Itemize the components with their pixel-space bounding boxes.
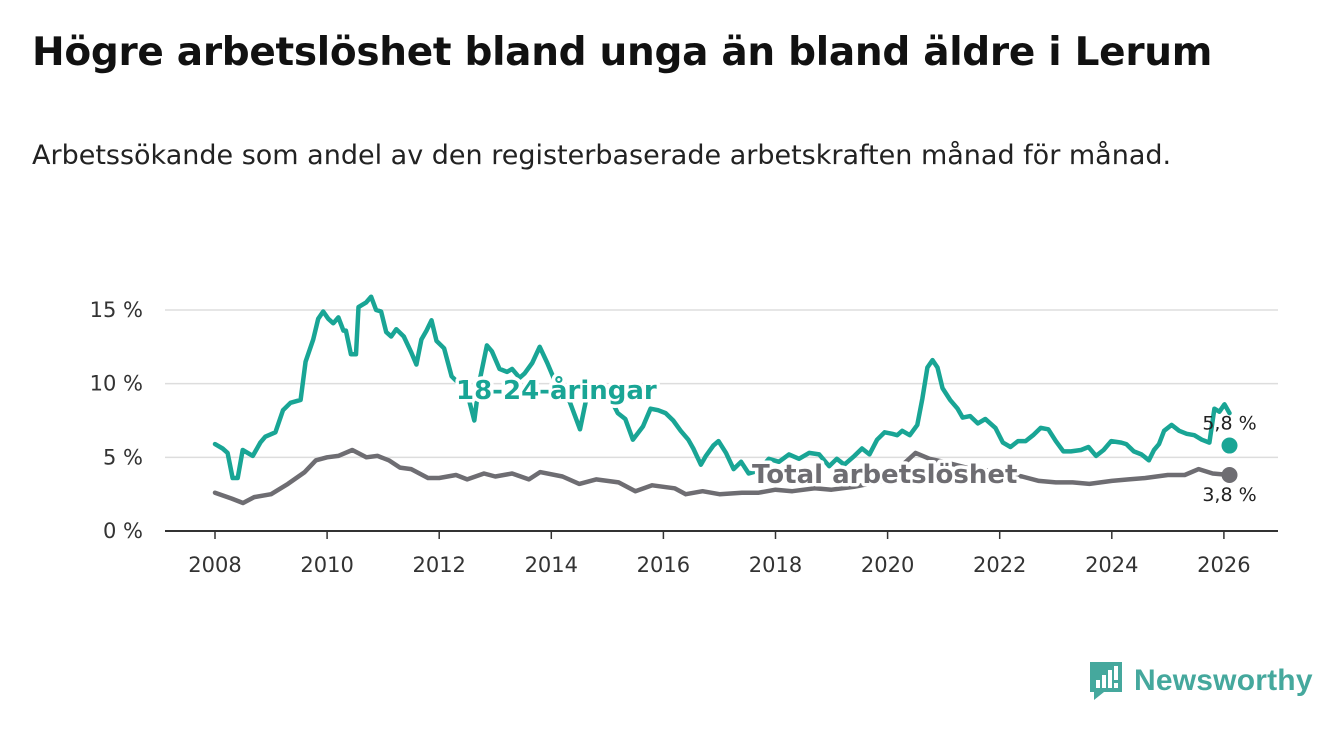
- y-axis-ticks: 0 % 5 % 10 % 15 %: [90, 298, 143, 543]
- x-tick-label: 2012: [412, 553, 465, 577]
- x-tick-label: 2026: [1197, 553, 1250, 577]
- x-tick-label: 2018: [749, 553, 802, 577]
- series-labels: 3,8 % Total arbetslöshet 5,8 % 18-24-åringa…: [453, 371, 1257, 507]
- series-lines: [212, 294, 1238, 506]
- x-tick-label: 2014: [525, 553, 578, 577]
- series-end-label: 5,8 %: [1202, 413, 1256, 435]
- newsworthy-logo-icon: [1090, 662, 1122, 700]
- y-tick-label: 15 %: [90, 298, 143, 322]
- chart-subtitle: Arbetssökande som andel av den registerb…: [32, 140, 1172, 171]
- x-tick-label: 2024: [1085, 553, 1138, 577]
- gridlines: [165, 309, 1278, 532]
- series-label: 18-24-åringar: [456, 374, 657, 406]
- series-line-1: [212, 294, 1232, 481]
- series-end-dot-0: [1221, 467, 1238, 484]
- y-tick-label: 5 %: [103, 445, 143, 469]
- y-tick-label: 0 %: [103, 519, 143, 543]
- series-label: Total arbetslöshet: [752, 460, 1017, 490]
- x-tick-label: 2010: [300, 553, 353, 577]
- x-tick-label: 2020: [861, 553, 914, 577]
- series-end-label: 3,8 %: [1202, 484, 1256, 506]
- x-axis-ticks: 2008 2010 2012 2014 2016 2018 2020 2022 2024 2026: [188, 531, 1251, 577]
- y-tick-label: 10 %: [90, 372, 143, 396]
- x-tick-label: 2022: [973, 553, 1026, 577]
- series-line-0: [212, 447, 1232, 506]
- brand-name: Newsworthy: [1134, 664, 1313, 697]
- brand-logo: Newsworthy: [1088, 660, 1313, 702]
- x-tick-label: 2008: [188, 553, 241, 577]
- chart-title: Högre arbetslöshet bland unga än bland ä…: [32, 30, 1213, 75]
- x-tick-label: 2016: [637, 553, 690, 577]
- series-end-dot-1: [1221, 437, 1238, 454]
